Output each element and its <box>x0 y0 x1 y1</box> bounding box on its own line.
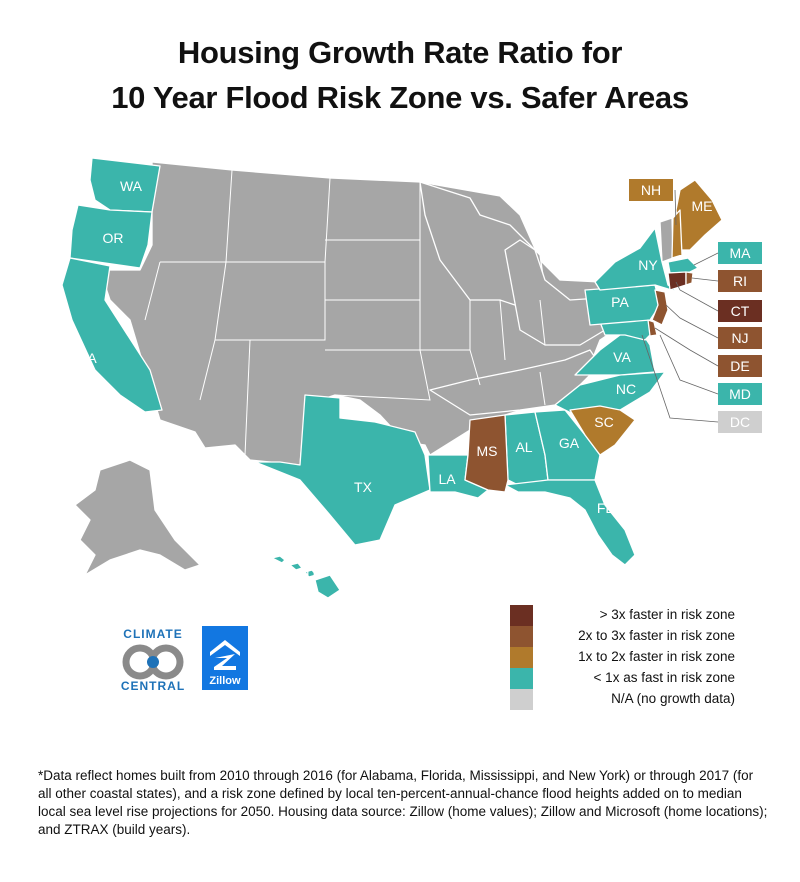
state-or <box>69 204 153 269</box>
state-nj <box>651 289 669 326</box>
climate-central-top-text: CLIMATE <box>123 627 183 641</box>
legend-label: > 3x faster in risk zone <box>599 607 735 622</box>
us-map: WA OR CA TX LA MS AL GA FL SC NC VA PA N… <box>61 157 762 599</box>
state-ma <box>667 257 699 274</box>
legend-row-lt1x: < 1x as fast in risk zone <box>510 668 735 689</box>
state-ms <box>464 414 509 493</box>
label-fl: FL <box>597 500 614 516</box>
label-nc: NC <box>616 381 636 397</box>
label-me: ME <box>692 198 713 214</box>
callout-de: DE <box>718 355 762 377</box>
label-va: VA <box>613 349 631 365</box>
legend-row-gt3x: > 3x faster in risk zone <box>510 605 735 626</box>
callouts: NH MA RI CT NJ DE MD DC <box>629 179 762 433</box>
callout-nj: NJ <box>718 327 762 349</box>
state-de <box>647 319 658 337</box>
svg-text:DE: DE <box>730 358 749 374</box>
footnote: *Data reflect homes built from 2010 thro… <box>38 768 768 837</box>
svg-text:DC: DC <box>730 414 750 430</box>
state-sc <box>569 405 636 456</box>
legend-label: N/A (no growth data) <box>611 691 735 706</box>
state-ga <box>534 409 601 481</box>
legend-swatch <box>510 647 533 668</box>
legend-swatch <box>510 605 533 626</box>
label-or: OR <box>103 230 124 246</box>
legend-label: < 1x as fast in risk zone <box>593 670 735 685</box>
svg-text:CT: CT <box>731 303 750 319</box>
svg-text:RI: RI <box>733 273 747 289</box>
zillow-house-icon <box>210 640 240 670</box>
brown-states <box>464 179 723 493</box>
callout-ma: MA <box>718 242 762 264</box>
label-la: LA <box>438 471 456 487</box>
zillow-logo: Zillow <box>202 626 248 690</box>
label-hi: HI <box>306 562 320 578</box>
label-al: AL <box>515 439 532 455</box>
svg-text:NH: NH <box>641 182 661 198</box>
map-title: Housing Growth Rate Ratio for 10 Year Fl… <box>0 30 800 120</box>
zillow-wordmark: Zillow <box>209 675 241 687</box>
climate-central-logo: CLIMATE CENTRAL <box>118 627 188 693</box>
svg-text:MD: MD <box>729 386 751 402</box>
legend-row-1to2x: 1x to 2x faster in risk zone <box>510 647 735 668</box>
label-pa: PA <box>611 294 629 310</box>
teal-states <box>61 157 699 599</box>
callout-ri: RI <box>718 270 762 292</box>
legend-swatch <box>510 626 533 647</box>
callout-dc: DC <box>718 411 762 433</box>
legend-row-na: N/A (no growth data) <box>510 689 735 710</box>
label-ny: NY <box>638 257 658 273</box>
state-ny <box>594 227 679 293</box>
label-ga: GA <box>559 435 580 451</box>
svg-text:NJ: NJ <box>731 330 748 346</box>
title-line-1: Housing Growth Rate Ratio for <box>177 35 623 70</box>
climate-central-bottom-text: CENTRAL <box>120 679 186 693</box>
label-sc: SC <box>594 414 613 430</box>
callout-lines <box>641 189 719 423</box>
state-ca <box>61 257 163 413</box>
svg-text:MA: MA <box>730 245 752 261</box>
label-tx: TX <box>354 479 373 495</box>
title-line-2: 10 Year Flood Risk Zone vs. Safer Areas <box>111 80 689 115</box>
state-ri <box>685 271 694 286</box>
legend-swatch <box>510 689 533 710</box>
label-ms: MS <box>477 443 498 459</box>
state-alaska <box>74 459 201 576</box>
label-ca: CA <box>77 350 97 366</box>
legend-label: 2x to 3x faster in risk zone <box>578 628 735 643</box>
legend-row-2to3x: 2x to 3x faster in risk zone <box>510 626 735 647</box>
callout-ct: CT <box>718 300 762 322</box>
legend-swatch <box>510 668 533 689</box>
callout-nh: NH <box>629 179 673 201</box>
state-ct <box>667 271 687 291</box>
state-nh <box>671 209 683 259</box>
state-labels: WA OR CA TX LA MS AL GA FL SC NC VA PA N… <box>77 178 712 578</box>
state-hi <box>271 555 341 599</box>
callout-md: MD <box>718 383 762 405</box>
legend-label: 1x to 2x faster in risk zone <box>578 649 735 664</box>
region-vermont <box>659 217 674 263</box>
climate-central-rings-icon <box>122 644 184 680</box>
state-me <box>675 179 723 251</box>
label-wa: WA <box>120 178 143 194</box>
legend: > 3x faster in risk zone 2x to 3x faster… <box>510 605 735 710</box>
state-fl <box>504 479 636 566</box>
state-tx <box>254 394 431 546</box>
